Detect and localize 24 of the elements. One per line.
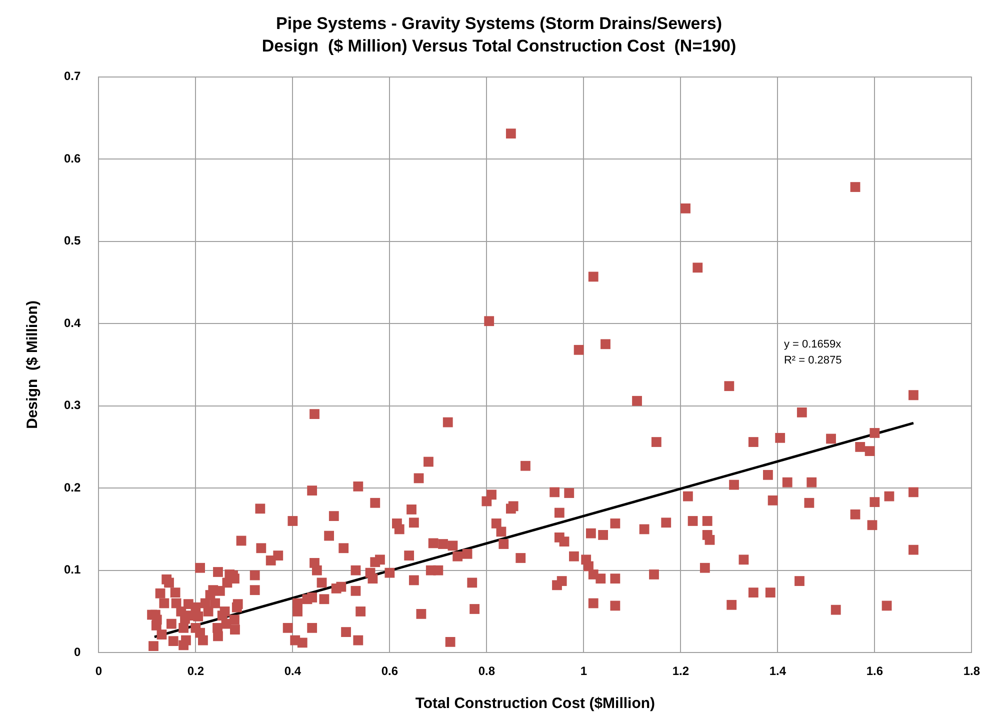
x-tick-label: 0.2 bbox=[187, 664, 204, 678]
x-tick-label: 1.4 bbox=[769, 664, 786, 678]
x-tick-label: 0 bbox=[95, 664, 102, 678]
y-tick-label: 0.7 bbox=[64, 69, 81, 84]
y-axis-title: Design ($ Million) bbox=[24, 300, 42, 429]
y-tick-label: 0.6 bbox=[64, 151, 81, 166]
y-tick-label: 0.5 bbox=[64, 234, 81, 248]
x-tick-label: 1 bbox=[580, 664, 588, 678]
x-tick-label: 0.6 bbox=[381, 664, 398, 678]
y-tick-label: 0 bbox=[74, 644, 81, 659]
y-tick-label: 0.1 bbox=[64, 562, 81, 577]
x-tick-label: 1.8 bbox=[963, 664, 980, 678]
x-axis-title: Total Construction Cost ($Million) bbox=[415, 695, 656, 712]
chart-subtitle: Design ($ Million) Versus Total Construction Cost (N=190) bbox=[262, 36, 736, 56]
chart-title: Pipe Systems - Gravity Systems (Storm Drains/Sewers) bbox=[276, 14, 722, 33]
y-tick-label: 0.3 bbox=[64, 398, 81, 412]
annotation: y = 0.1659x bbox=[784, 338, 842, 351]
y-tick-label: 0.4 bbox=[64, 316, 81, 330]
x-tick-label: 0.4 bbox=[284, 664, 302, 678]
x-tick-label: 1.6 bbox=[866, 664, 884, 678]
y-tick-label: 0.2 bbox=[64, 480, 81, 494]
x-tick-label: 0.8 bbox=[478, 664, 496, 678]
x-tick-label: 1.2 bbox=[672, 664, 690, 678]
annotation: R² = 0.2875 bbox=[784, 354, 842, 367]
